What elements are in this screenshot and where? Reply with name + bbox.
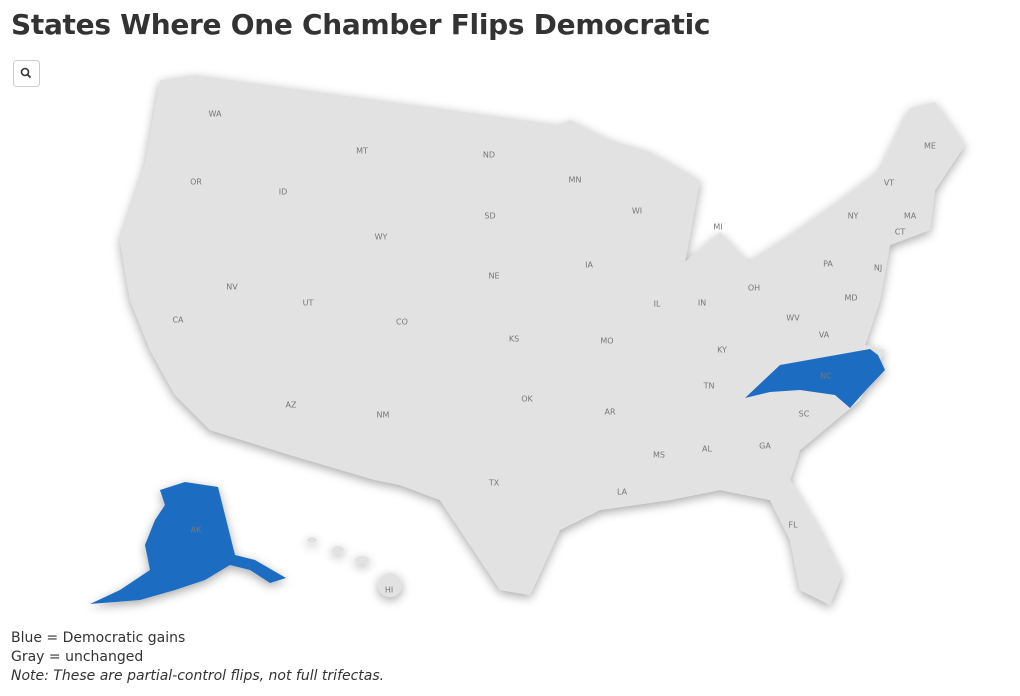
- state-label: OK: [521, 395, 533, 404]
- state-label: MN: [569, 176, 582, 185]
- state-label: NJ: [874, 264, 882, 273]
- state-label: MS: [653, 451, 665, 460]
- state-label: UT: [303, 299, 314, 308]
- state-label: NV: [226, 283, 238, 292]
- state-label: TX: [488, 479, 500, 488]
- state-label: MO: [600, 337, 613, 346]
- state-label: CA: [172, 316, 184, 325]
- state-label: WY: [375, 233, 388, 242]
- state-label: AR: [604, 408, 615, 417]
- state-label: MA: [904, 212, 917, 221]
- state-label: GA: [759, 442, 771, 451]
- state-label: MD: [844, 294, 857, 303]
- state-label: WV: [786, 314, 800, 323]
- state-label: AK: [191, 526, 202, 535]
- state-label: TN: [703, 382, 715, 391]
- state-label: ND: [483, 151, 495, 160]
- state-label: KS: [509, 335, 519, 344]
- state-label: IA: [585, 261, 593, 270]
- state-label: SD: [484, 212, 495, 221]
- state-shape: [745, 349, 885, 408]
- state-label: MT: [356, 147, 368, 156]
- state-label: WI: [632, 207, 642, 216]
- note-line: Note: These are partial-control flips, n…: [11, 668, 385, 684]
- state-label: PA: [823, 260, 833, 269]
- state-label: AL: [702, 445, 712, 454]
- state-label: AZ: [286, 401, 297, 410]
- note-line: Blue = Democratic gains: [11, 630, 186, 646]
- state-label: VA: [819, 331, 830, 340]
- state-label: CT: [895, 228, 906, 237]
- state-label: NY: [848, 212, 859, 221]
- state-label: OR: [190, 178, 202, 187]
- state-label: ME: [924, 142, 936, 151]
- state-label: MI: [713, 223, 722, 232]
- state-label: NM: [377, 411, 390, 420]
- hawaii: [307, 537, 402, 597]
- search-button[interactable]: [13, 60, 40, 87]
- state-label: IN: [698, 299, 706, 308]
- state-label: NC: [820, 372, 832, 381]
- state-label: CO: [396, 318, 408, 327]
- state-label: LA: [617, 488, 628, 497]
- notes: Blue = Democratic gains Gray = unchanged…: [11, 629, 384, 686]
- state-label: ID: [279, 188, 288, 197]
- state-label: KY: [717, 346, 727, 355]
- map-title: States Where One Chamber Flips Democrati…: [11, 8, 711, 41]
- contiguous-us: [120, 75, 965, 605]
- state-label: HI: [385, 586, 393, 595]
- state-label: VT: [884, 179, 894, 188]
- state-label: IL: [654, 300, 661, 309]
- state-label: WA: [209, 110, 222, 119]
- state-label: NE: [488, 272, 499, 281]
- land: [90, 75, 965, 605]
- state-label: FL: [788, 521, 798, 530]
- state-label: SC: [799, 410, 810, 419]
- note-line: Gray = unchanged: [11, 649, 144, 665]
- state-label: OH: [748, 284, 760, 293]
- state-shape: [90, 482, 286, 604]
